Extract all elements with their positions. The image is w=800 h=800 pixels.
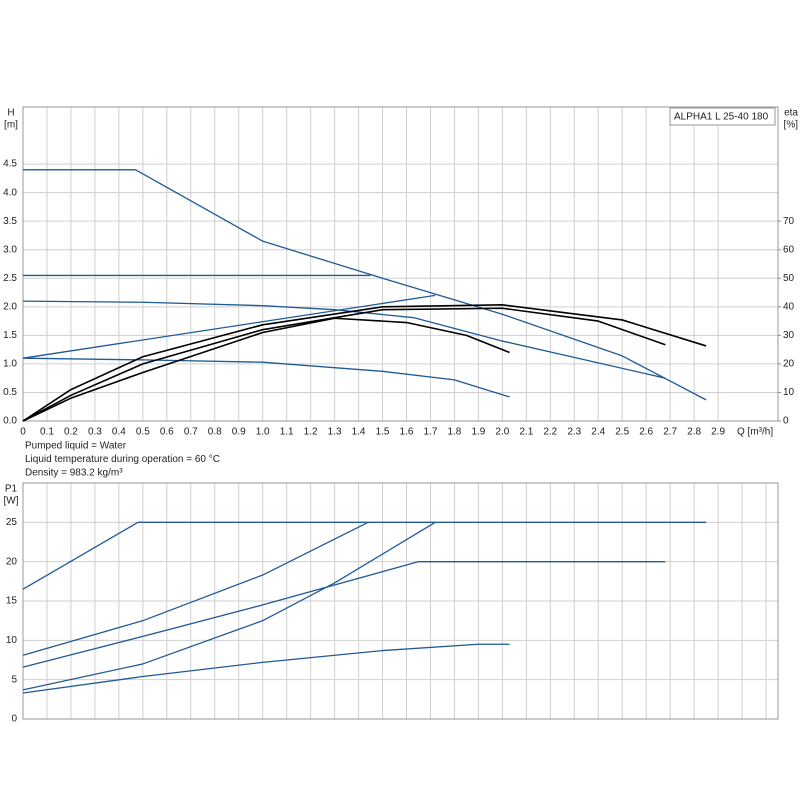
y-tick-label: 1.0	[3, 359, 17, 370]
plot-frame	[22, 106, 779, 422]
x-tick-label: 1.3	[328, 427, 342, 438]
plot-frame	[22, 482, 779, 720]
x-tick-label: 2.9	[711, 427, 725, 438]
x-tick-label: 2.7	[663, 427, 677, 438]
y-tick-label: 3.0	[3, 244, 17, 255]
y-tick-label: 0	[11, 714, 17, 725]
x-tick-label: 0.5	[136, 427, 150, 438]
x-tick-label: 0.3	[88, 427, 102, 438]
y-tick-label: 0.5	[3, 387, 17, 398]
x-tick-label: 1.0	[256, 427, 270, 438]
x-tick-label: 1.2	[304, 427, 318, 438]
curve	[22, 643, 510, 694]
x-tick-label: 1.1	[280, 427, 294, 438]
x-tick-label: 2.1	[519, 427, 533, 438]
y2-tick-label: 20	[783, 359, 795, 370]
y-tick-label: 15	[6, 596, 18, 607]
y-tick-label: 10	[6, 635, 18, 646]
y-tick-label: 2.5	[3, 273, 17, 284]
curve	[22, 300, 666, 379]
x-tick-label: 0.8	[208, 427, 222, 438]
curve	[22, 561, 666, 668]
x-tick-label: 1.8	[447, 427, 461, 438]
y2-tick-label: 30	[783, 330, 795, 341]
curve	[22, 357, 510, 398]
y-tick-label: 20	[6, 556, 18, 567]
x-tick-label: 2.0	[495, 427, 509, 438]
y2-axis-label: eta	[784, 108, 798, 119]
curve	[22, 521, 436, 691]
x-tick-label: 2.4	[591, 427, 605, 438]
y-tick-label: 4.0	[3, 187, 17, 198]
annotation: Liquid temperature during operation = 60…	[25, 454, 220, 465]
x-tick-label: 1.4	[352, 427, 366, 438]
annotation: Density = 983.2 kg/m³	[25, 468, 123, 479]
x-tick-label: 0.7	[184, 427, 198, 438]
x-tick-label: 2.8	[687, 427, 701, 438]
x-tick-label: 1.7	[424, 427, 438, 438]
x-tick-label: 2.3	[567, 427, 581, 438]
y2-tick-label: 10	[783, 387, 795, 398]
y-axis-label: H	[7, 108, 14, 119]
x-tick-label: 2.6	[639, 427, 653, 438]
efficiency-curve	[22, 307, 666, 422]
y2-tick-label: 70	[783, 216, 795, 227]
x-tick-label: 0	[20, 427, 26, 438]
y2-axis-unit: [%]	[784, 120, 799, 131]
y-tick-label: 25	[6, 517, 18, 528]
x-tick-label: 0.9	[232, 427, 246, 438]
y-tick-label: 5	[11, 674, 17, 685]
y-axis-label: P1	[5, 484, 18, 495]
x-tick-label: 2.5	[615, 427, 629, 438]
x-tick-label: 0.2	[64, 427, 78, 438]
y2-tick-label: 40	[783, 301, 795, 312]
y-tick-label: 4.5	[3, 159, 17, 170]
y2-tick-label: 60	[783, 244, 795, 255]
annotation: Pumped liquid = Water	[25, 441, 127, 452]
model-label-box	[669, 107, 776, 126]
y-axis-unit: [m]	[4, 120, 18, 131]
x-tick-label: 0.1	[40, 427, 54, 438]
curve	[23, 169, 707, 401]
x-axis-label: Q [m³/h]	[737, 427, 773, 438]
y-tick-label: 2.0	[3, 301, 17, 312]
curve	[22, 294, 436, 359]
y-axis-unit: [W]	[4, 496, 19, 507]
y-tick-label: 0.0	[3, 416, 17, 427]
x-tick-label: 1.6	[400, 427, 414, 438]
x-tick-label: 0.6	[160, 427, 174, 438]
x-tick-label: 1.9	[471, 427, 485, 438]
model-label: ALPHA1 L 25-40 180	[674, 112, 769, 123]
x-tick-label: 0.4	[112, 427, 126, 438]
efficiency-curve	[22, 317, 510, 422]
x-tick-label: 1.5	[376, 427, 390, 438]
curve	[22, 521, 369, 656]
x-tick-label: 2.2	[543, 427, 557, 438]
curve	[22, 521, 707, 590]
y2-tick-label: 0	[783, 416, 789, 427]
y2-tick-label: 50	[783, 273, 795, 284]
efficiency-curve	[22, 304, 707, 422]
y-tick-label: 1.5	[3, 330, 17, 341]
y-tick-label: 3.5	[3, 216, 17, 227]
